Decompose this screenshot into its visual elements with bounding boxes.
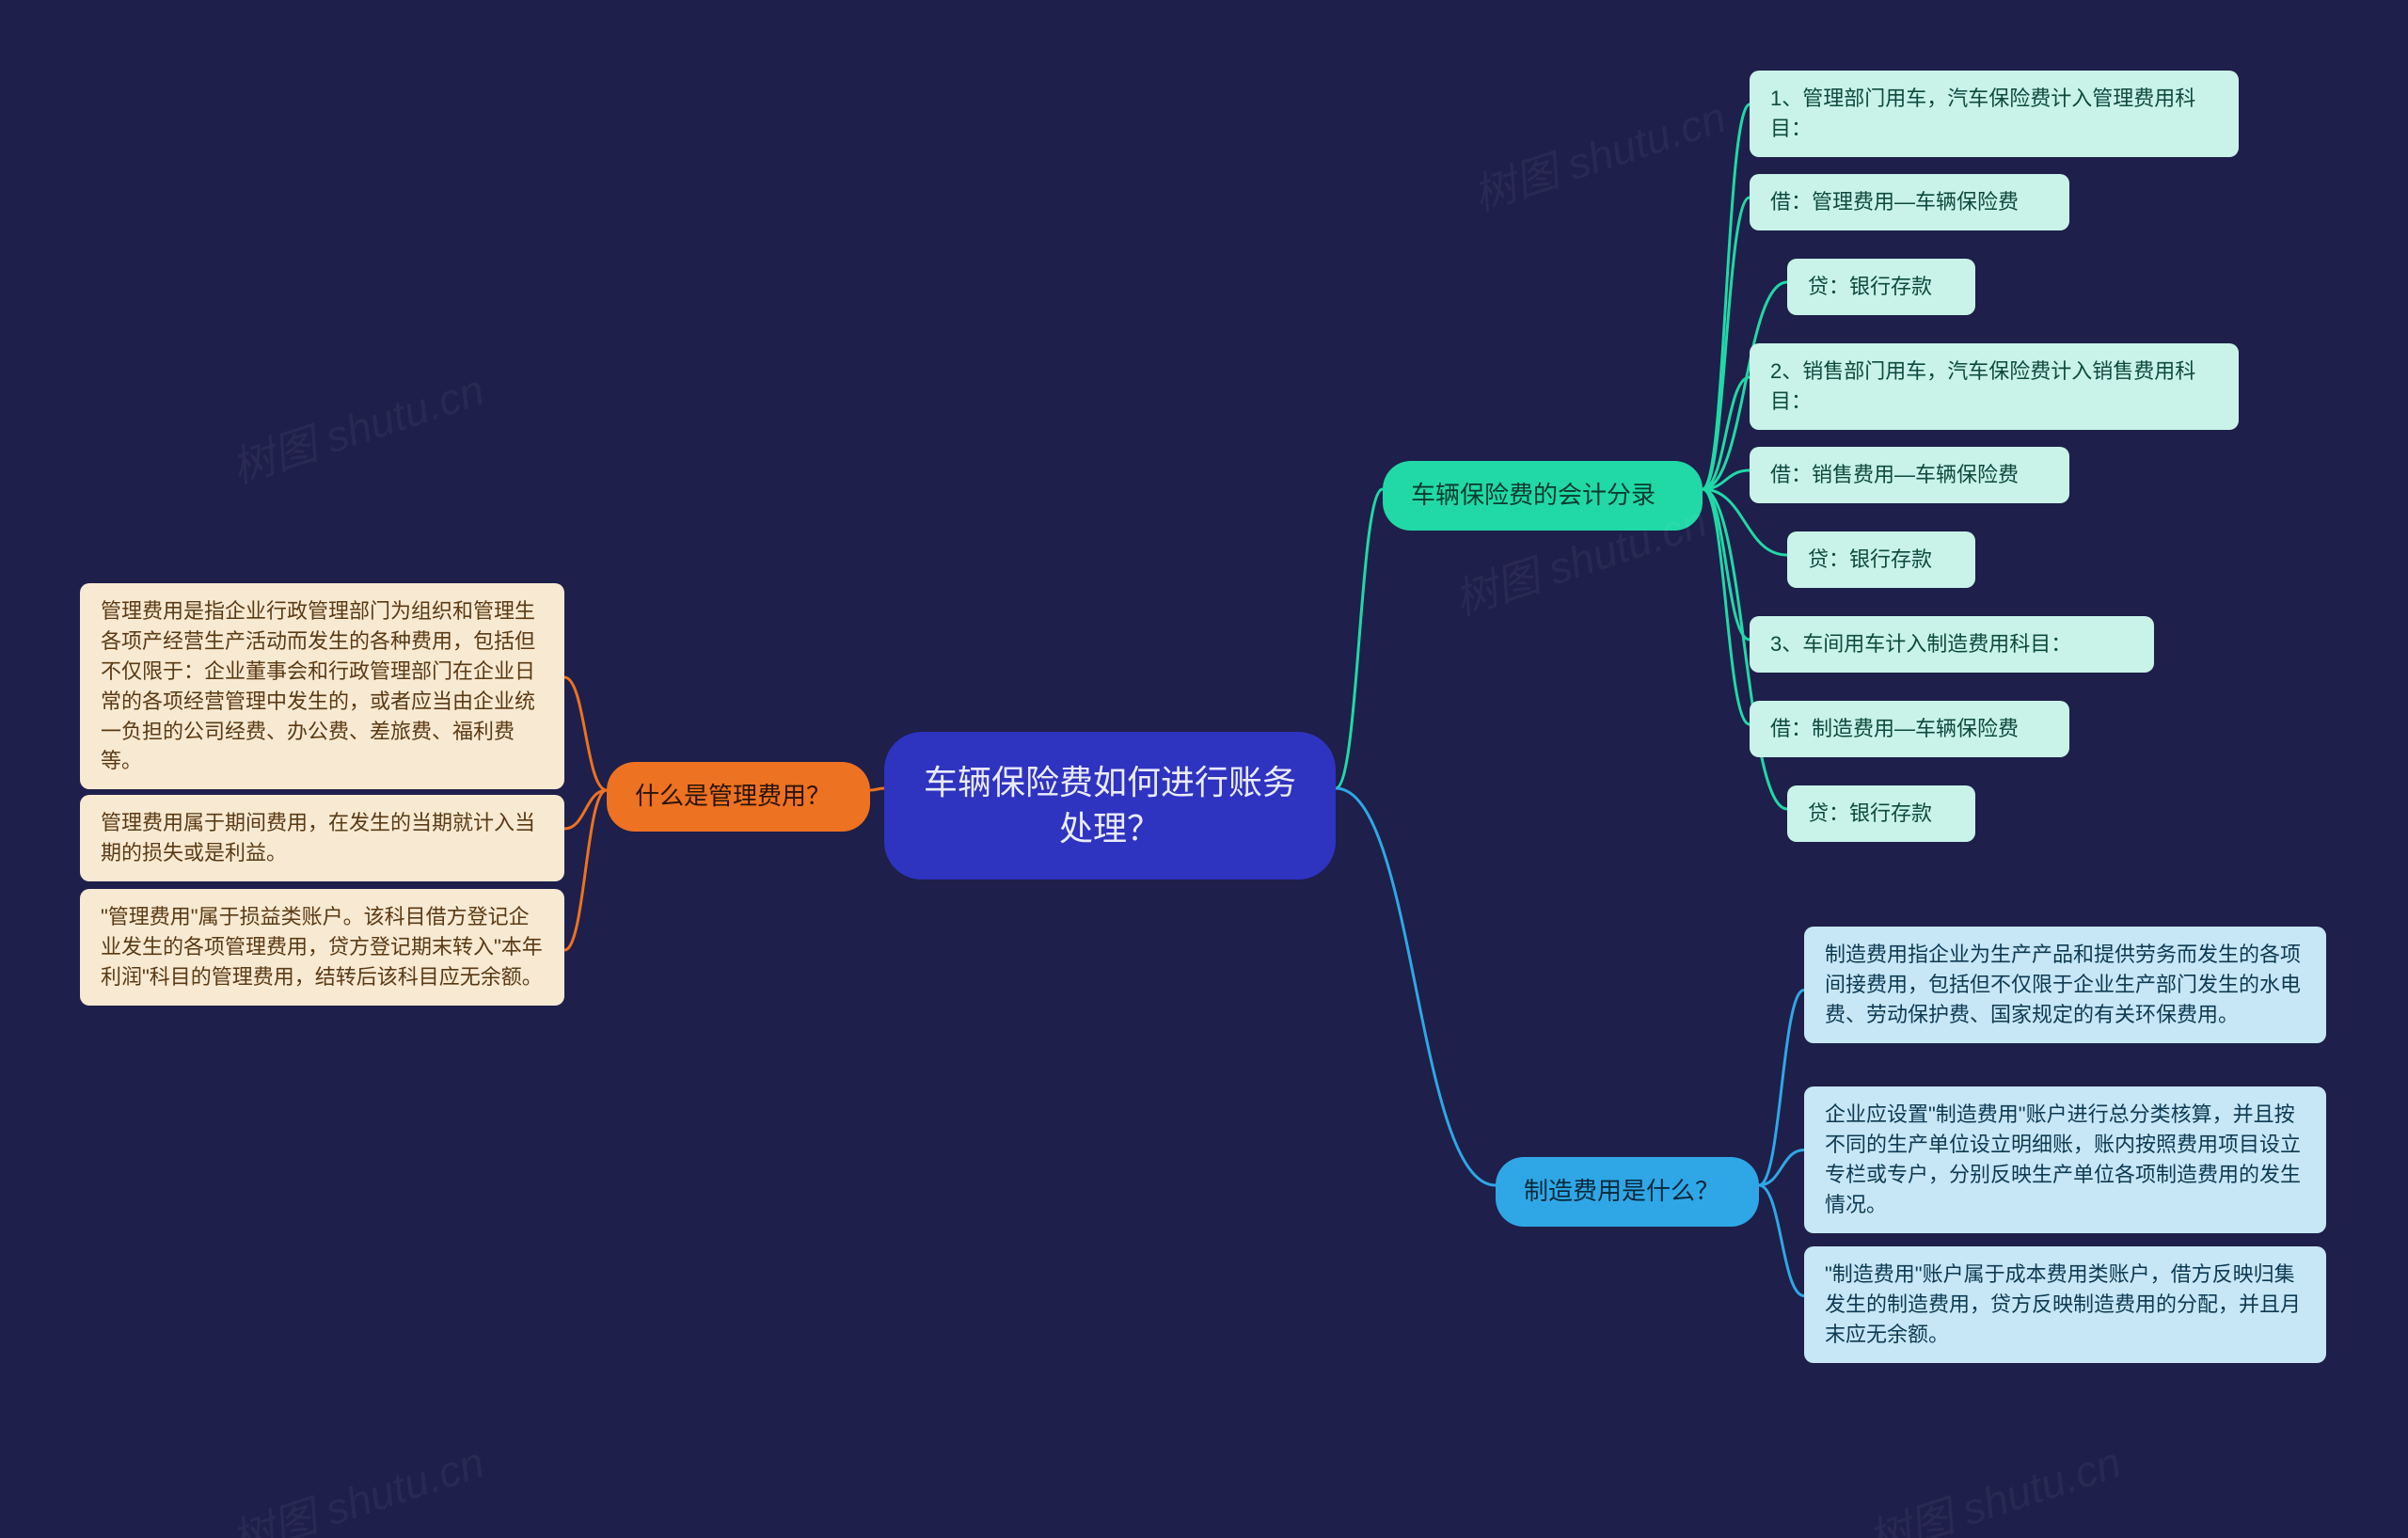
leaf-rt-5: 贷：银行存款 [1787, 531, 1975, 588]
watermark: 树图 shutu.cn [1860, 1429, 2128, 1538]
branch-left: 什么是管理费用？ [607, 762, 870, 832]
leaf-rb-1: 企业应设置"制造费用"账户进行总分类核算，并且按不同的生产单位设立明细账，账内按… [1804, 1086, 2326, 1233]
branch-right-top-label: 车辆保险费的会计分录 [1411, 481, 1656, 509]
leaf-rt-4: 借：销售费用—车辆保险费 [1750, 447, 2069, 503]
watermark: 树图 shutu.cn [1465, 84, 1733, 224]
root-text: 车辆保险费如何进行账务处理？ [924, 763, 1296, 848]
leaf-rt-3: 2、销售部门用车，汽车保险费计入销售费用科目： [1750, 343, 2239, 430]
leaf-rb-0: 制造费用指企业为生产产品和提供劳务而发生的各项间接费用，包括但不仅限于企业生产部… [1804, 927, 2326, 1043]
root-node: 车辆保险费如何进行账务处理？ [884, 732, 1336, 880]
branch-right-bottom: 制造费用是什么？ [1496, 1157, 1759, 1227]
branch-left-label: 什么是管理费用？ [635, 782, 831, 810]
leaf-rb-2: "制造费用"账户属于成本费用类账户，借方反映归集发生的制造费用，贷方反映制造费用… [1804, 1246, 2326, 1363]
mindmap-canvas: { "background_color": "#1e1f4a", "waterm… [0, 0, 2408, 1538]
leaf-rt-0: 1、管理部门用车，汽车保险费计入管理费用科目： [1750, 71, 2239, 157]
leaf-left-2: "管理费用"属于损益类账户。该科目借方登记企业发生的各项管理费用，贷方登记期末转… [80, 889, 564, 1006]
leaf-rt-1: 借：管理费用—车辆保险费 [1750, 174, 2069, 230]
watermark: 树图 shutu.cn [223, 1429, 491, 1538]
leaf-left-1: 管理费用属于期间费用，在发生的当期就计入当期的损失或是利益。 [80, 795, 564, 881]
branch-right-top: 车辆保险费的会计分录 [1383, 461, 1703, 531]
watermark: 树图 shutu.cn [223, 357, 491, 497]
leaf-rt-7: 借：制造费用—车辆保险费 [1750, 701, 2069, 757]
leaf-rt-2: 贷：银行存款 [1787, 259, 1975, 315]
branch-right-bottom-label: 制造费用是什么？ [1524, 1177, 1719, 1205]
leaf-rt-6: 3、车间用车计入制造费用科目： [1750, 616, 2154, 673]
leaf-rt-8: 贷：银行存款 [1787, 785, 1975, 842]
leaf-left-0: 管理费用是指企业行政管理部门为组织和管理生各项产经营生产活动而发生的各种费用，包… [80, 583, 564, 789]
